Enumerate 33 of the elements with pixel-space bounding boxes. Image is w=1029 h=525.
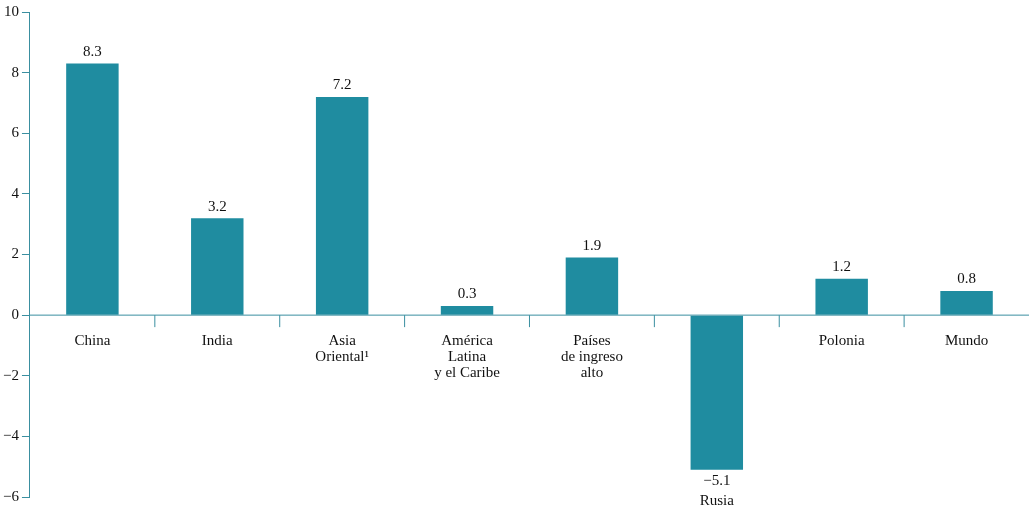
y-tick-label: 4 (11, 184, 20, 201)
data-label: 0.8 (957, 270, 976, 287)
x-tick-label: Rusia (699, 492, 735, 509)
data-label: −5.1 (703, 472, 731, 489)
bar (565, 257, 619, 315)
bar (191, 218, 244, 315)
x-tick-label: Mundo (944, 331, 989, 348)
bar (815, 278, 868, 315)
bar (690, 315, 744, 470)
x-tick-label: Polonia (818, 331, 865, 348)
bar (315, 96, 369, 315)
x-tick-label: América Latina y el Caribe (434, 331, 501, 380)
data-label: 8.3 (83, 42, 102, 59)
data-label: 0.3 (457, 285, 477, 302)
y-tick-label: 10 (3, 2, 19, 19)
y-tick-label: 8 (11, 63, 19, 80)
y-tick-label: −4 (2, 427, 20, 444)
y-tick-label: −6 (2, 487, 20, 504)
bar (940, 290, 993, 315)
x-tick-label: India (201, 331, 234, 348)
x-tick-label: Países de ingreso alto (560, 331, 623, 380)
x-tick-label: Asia Oriental¹ (315, 331, 369, 364)
bar (66, 63, 119, 315)
y-tick-label: 0 (11, 306, 19, 323)
x-tick-label: China (74, 331, 111, 348)
data-label: 1.2 (832, 258, 852, 275)
data-label: 7.2 (332, 76, 352, 93)
bar (440, 306, 494, 315)
y-tick-label: 6 (11, 124, 20, 141)
y-tick-label: 2 (11, 245, 19, 262)
data-label: 1.9 (582, 236, 602, 253)
data-label: 3.2 (207, 197, 227, 214)
y-tick-label: −2 (2, 366, 19, 383)
